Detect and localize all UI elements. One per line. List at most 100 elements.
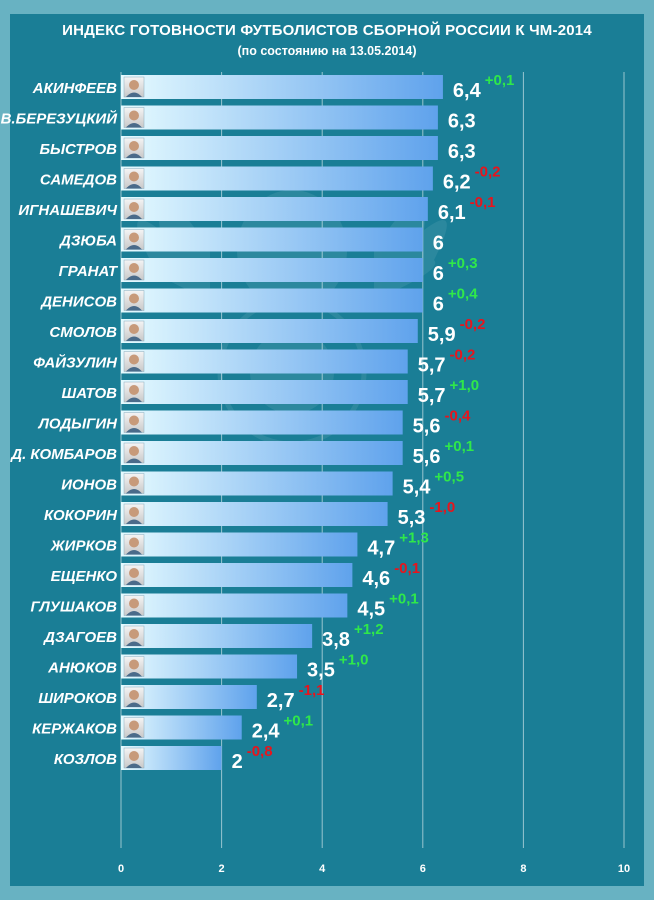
value-label: 2,7: [267, 690, 295, 712]
bar-16: [121, 532, 358, 557]
change-label: -0,2: [450, 347, 476, 364]
category-label: СМОЛОВ: [49, 324, 117, 341]
value-label: 6,3: [448, 111, 476, 133]
player-photo-icon: [123, 625, 145, 647]
change-label: -1,1: [299, 682, 325, 699]
category-label: БЫСТРОВ: [39, 141, 117, 158]
player-photo-icon: [123, 442, 145, 464]
change-label: -1,0: [429, 499, 455, 516]
category-label: ЕЩЕНКО: [51, 568, 118, 585]
category-label: КОКОРИН: [44, 507, 118, 524]
value-label: 6,4: [453, 80, 482, 102]
player-photo-icon: [123, 290, 145, 311]
value-label: 4,7: [367, 538, 395, 560]
value-label: 6: [433, 263, 444, 285]
x-tick-label: 8: [520, 863, 526, 875]
bar-13: [121, 441, 403, 465]
player-photo-icon: [123, 351, 145, 372]
value-label: 6,1: [438, 202, 466, 224]
category-label: ГРАНАТ: [59, 263, 119, 280]
category-label: ИОНОВ: [61, 477, 117, 494]
bar-6: [121, 227, 423, 252]
change-label: +0,5: [434, 469, 464, 486]
player-photo-icon: [123, 656, 145, 677]
bar-1: [121, 75, 443, 99]
bar-20: [121, 654, 298, 679]
player-photo-icon: [123, 381, 145, 403]
change-label: +0,1: [389, 591, 419, 608]
category-label: ФАЙЗУЛИН: [33, 354, 118, 372]
player-photo-icon: [123, 747, 145, 769]
change-label: +1,3: [399, 530, 429, 547]
change-label: +0,1: [485, 72, 515, 89]
player-photo-icon: [123, 168, 145, 189]
change-label: +1,0: [450, 377, 480, 394]
change-label: -0,2: [475, 164, 501, 181]
value-label: 6,2: [443, 172, 471, 194]
category-label: ИГНАШЕВИЧ: [18, 202, 117, 219]
category-label: В.БЕРЕЗУЦКИЙ: [1, 110, 119, 128]
change-label: -0,1: [394, 560, 420, 577]
player-photo-icon: [123, 564, 145, 586]
value-label: 3,5: [307, 660, 335, 682]
category-label: ГЛУШАКОВ: [30, 599, 117, 616]
bar-5: [121, 197, 428, 221]
chart-subtitle: (по состоянию на 13.05.2014): [237, 44, 417, 58]
value-label: 5,3: [398, 507, 426, 529]
x-tick-label: 0: [118, 863, 124, 875]
bar-15: [121, 502, 388, 526]
player-photo-icon: [123, 198, 145, 220]
value-label: 2: [232, 751, 243, 773]
bar-3: [121, 136, 438, 160]
bars: [121, 75, 443, 770]
value-label: 5,4: [403, 477, 432, 499]
value-label: 6: [433, 233, 444, 255]
change-label: -0,1: [470, 194, 496, 211]
bar-17: [121, 563, 353, 587]
change-label: +1,2: [354, 621, 384, 638]
category-label: Д. КОМБАРОВ: [9, 446, 117, 463]
value-label: 3,8: [322, 629, 350, 651]
x-tick-label: 2: [219, 863, 225, 875]
category-label: ЖИРКОВ: [50, 538, 117, 555]
player-photo-icon: [123, 534, 145, 555]
value-label: 5,6: [413, 416, 441, 438]
player-photo-icon: [123, 259, 145, 281]
player-photo-icon: [123, 473, 145, 494]
bar-4: [121, 166, 433, 191]
x-tick-label: 4: [319, 863, 326, 875]
player-photo-icon: [123, 107, 145, 128]
player-photo-icon: [123, 76, 145, 98]
category-label: ШИРОКОВ: [38, 690, 117, 707]
player-photo-icon: [123, 137, 145, 159]
player-photo-icon: [123, 686, 145, 708]
player-photo-icon: [123, 595, 145, 616]
value-label: 6,3: [448, 141, 476, 163]
bar-9: [121, 319, 418, 343]
value-label: 5,7: [418, 355, 446, 377]
value-label: 4,5: [357, 599, 385, 621]
bar-10: [121, 349, 408, 374]
bar-11: [121, 380, 408, 404]
category-label: ДЕНИСОВ: [39, 294, 117, 311]
player-photo-icon: [123, 412, 145, 433]
change-label: +0,4: [448, 286, 478, 303]
bar-12: [121, 410, 403, 435]
x-tick-label: 6: [420, 863, 426, 875]
chart-title: ИНДЕКС ГОТОВНОСТИ ФУТБОЛИСТОВ СБОРНОЙ РО…: [62, 22, 592, 39]
value-label: 4,6: [362, 568, 390, 590]
value-label: 6: [433, 294, 444, 316]
category-label: САМЕДОВ: [40, 172, 117, 189]
change-label: -0,4: [444, 408, 471, 425]
category-label: ДЗАГОЕВ: [42, 629, 117, 646]
player-photo-icon: [123, 717, 145, 738]
category-label: ЛОДЫГИН: [38, 416, 119, 433]
category-label: ШАТОВ: [62, 385, 118, 402]
player-photo-icon: [123, 503, 145, 525]
change-label: -0,8: [247, 743, 273, 760]
player-photo-icon: [123, 320, 145, 342]
change-label: +1,0: [339, 652, 369, 669]
category-label: АНЮКОВ: [47, 660, 117, 677]
